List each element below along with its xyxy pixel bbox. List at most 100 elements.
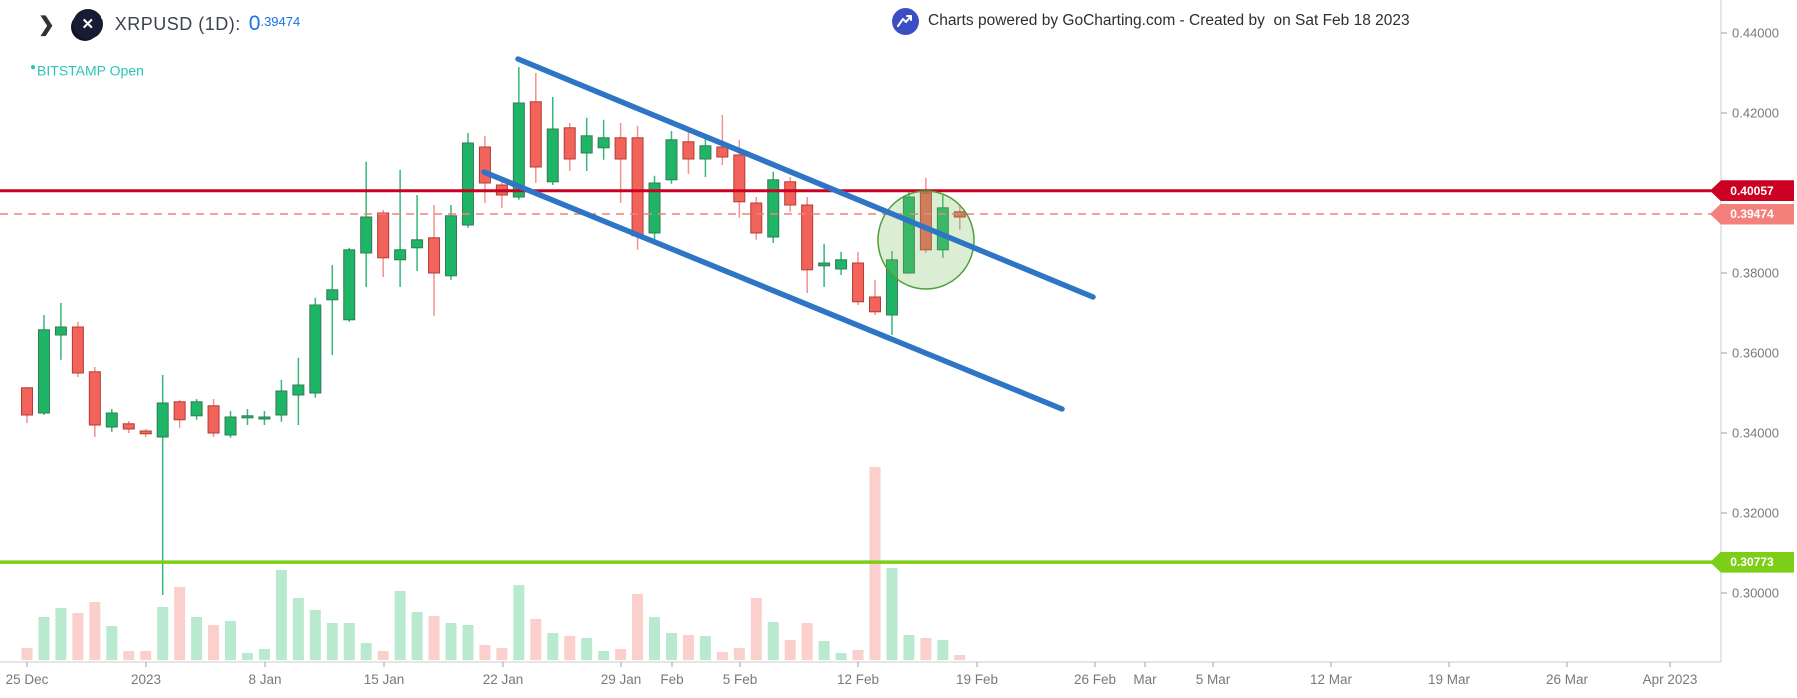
candle-body[interactable]	[71, 326, 84, 374]
volume-bar[interactable]	[225, 621, 237, 660]
candle-body[interactable]	[869, 296, 881, 313]
volume-bar[interactable]	[767, 622, 779, 660]
candle-body[interactable]	[377, 212, 390, 259]
candle-body[interactable]	[292, 384, 305, 396]
candle-body[interactable]	[241, 415, 254, 419]
candle-body[interactable]	[411, 239, 424, 249]
volume-bar[interactable]	[903, 635, 915, 660]
volume-bar[interactable]	[547, 633, 559, 660]
volume-bar[interactable]	[21, 648, 33, 660]
volume-bar[interactable]	[564, 636, 576, 660]
volume-bar[interactable]	[360, 643, 372, 660]
volume-bar[interactable]	[496, 648, 508, 660]
candle-body[interactable]	[173, 401, 186, 421]
candle-body[interactable]	[902, 196, 915, 274]
volume-bar[interactable]	[801, 623, 813, 660]
symbol-title[interactable]: XRPUSD (1D):	[114, 13, 241, 34]
volume-bar[interactable]	[598, 651, 610, 660]
candle-body[interactable]	[258, 416, 271, 420]
volume-bar[interactable]	[275, 570, 287, 660]
volume-bar[interactable]	[479, 645, 491, 660]
candle-body[interactable]	[852, 262, 865, 303]
candle-body[interactable]	[767, 179, 780, 238]
candle-body[interactable]	[309, 304, 322, 394]
candle-body[interactable]	[394, 249, 407, 261]
volume-bar[interactable]	[292, 598, 304, 660]
volume-bar[interactable]	[394, 591, 406, 660]
volume-bar[interactable]	[632, 594, 644, 660]
candle-body[interactable]	[835, 259, 848, 270]
candle-body[interactable]	[580, 135, 593, 154]
volume-bar[interactable]	[72, 613, 84, 660]
candle-body[interactable]	[529, 101, 542, 168]
volume-bar[interactable]	[615, 649, 627, 660]
candle-body[interactable]	[648, 182, 661, 234]
volume-bar[interactable]	[241, 653, 253, 660]
candle-body[interactable]	[190, 401, 203, 417]
volume-bar[interactable]	[89, 602, 101, 660]
candle-body[interactable]	[936, 207, 949, 251]
candle-body[interactable]	[801, 204, 814, 271]
candle-body[interactable]	[343, 249, 356, 321]
volume-bar[interactable]	[157, 607, 169, 660]
volume-bar[interactable]	[716, 652, 728, 660]
volume-bar[interactable]	[258, 649, 270, 660]
volume-bar[interactable]	[530, 619, 542, 660]
candle-body[interactable]	[224, 416, 237, 436]
volume-bar[interactable]	[326, 623, 338, 660]
resistance-price-badge[interactable]: 0.40057	[1710, 180, 1794, 202]
volume-bar[interactable]	[411, 612, 423, 660]
volume-bar[interactable]	[445, 623, 457, 660]
volume-bar[interactable]	[309, 610, 321, 660]
volume-bar[interactable]	[581, 638, 593, 660]
candle-body[interactable]	[105, 412, 118, 428]
last-price-badge[interactable]: 0.39474	[1710, 203, 1794, 225]
candle-body[interactable]	[326, 289, 339, 301]
candle-body[interactable]	[546, 128, 559, 183]
volume-bar[interactable]	[920, 638, 932, 660]
candle-body[interactable]	[360, 216, 373, 254]
candle-body[interactable]	[445, 215, 457, 277]
volume-bar[interactable]	[665, 633, 677, 660]
candle-body[interactable]	[699, 145, 712, 160]
candle-body[interactable]	[21, 387, 33, 416]
candle-body[interactable]	[665, 139, 678, 181]
candle-body[interactable]	[750, 202, 763, 234]
volume-bar[interactable]	[750, 598, 762, 660]
candle-body[interactable]	[512, 102, 525, 198]
volume-bar[interactable]	[886, 568, 898, 660]
candle-body[interactable]	[885, 259, 898, 316]
candle-body[interactable]	[156, 402, 169, 438]
volume-bar[interactable]	[377, 651, 389, 660]
candle-body[interactable]	[716, 146, 729, 158]
candle-body[interactable]	[428, 237, 441, 274]
volume-bar[interactable]	[954, 655, 966, 660]
candle-body[interactable]	[88, 371, 101, 426]
volume-bar[interactable]	[208, 625, 220, 660]
volume-bar[interactable]	[140, 651, 152, 660]
candle-body[interactable]	[207, 405, 220, 434]
candle-body[interactable]	[37, 329, 50, 414]
candle-body[interactable]	[919, 192, 932, 251]
volume-bar[interactable]	[784, 640, 796, 660]
candle-body[interactable]	[563, 127, 576, 160]
candle-body[interactable]	[682, 141, 695, 160]
volume-bar[interactable]	[937, 640, 949, 660]
trendline[interactable]	[481, 169, 1065, 412]
volume-bar[interactable]	[428, 616, 440, 660]
candle-body[interactable]	[122, 423, 135, 430]
candle-body[interactable]	[597, 137, 610, 149]
volume-bar[interactable]	[55, 608, 67, 660]
candle-body[interactable]	[818, 262, 831, 267]
candle-body[interactable]	[275, 390, 288, 416]
candle-body[interactable]	[478, 146, 491, 184]
volume-bar[interactable]	[191, 617, 203, 660]
candle-body[interactable]	[784, 181, 797, 206]
volume-bar[interactable]	[835, 653, 847, 660]
volume-bar[interactable]	[462, 625, 474, 660]
expand-chevron-icon[interactable]: ❯	[38, 13, 55, 36]
volume-bar[interactable]	[682, 635, 694, 660]
trendline[interactable]	[515, 56, 1096, 300]
candle-body[interactable]	[139, 430, 152, 435]
volume-bar[interactable]	[649, 617, 661, 660]
